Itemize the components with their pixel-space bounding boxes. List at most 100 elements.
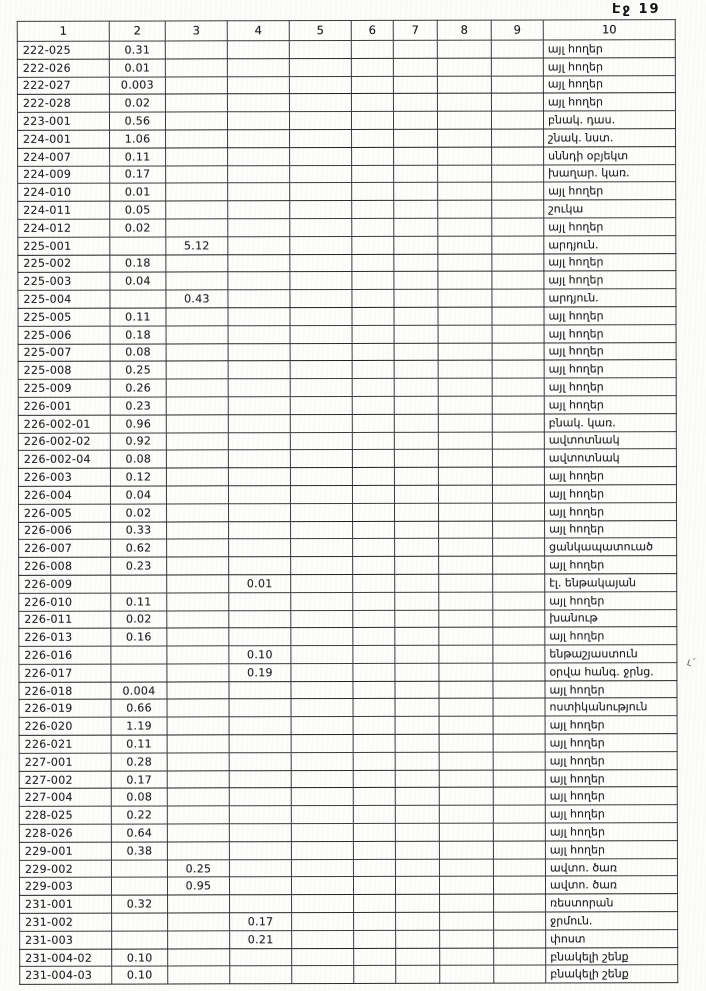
cell-empty-col5 — [291, 948, 354, 967]
cell-empty-col5 — [291, 912, 354, 931]
cell-empty-col9 — [493, 698, 546, 717]
cell-value-col3 — [167, 770, 230, 789]
cell-empty-col9 — [491, 57, 544, 76]
cell-empty-col8 — [437, 75, 492, 94]
cell-empty-col7 — [394, 680, 440, 699]
cell-empty-col7 — [393, 200, 438, 219]
cell-parcel-code: 226-001 — [18, 397, 111, 416]
table-row: 226-007 0.62 ցանկապատուած — [18, 537, 677, 558]
cell-empty-col8 — [437, 253, 492, 272]
cell-empty-col6 — [352, 663, 395, 682]
cell-empty-col7 — [393, 93, 438, 112]
cell-empty-col8 — [438, 520, 493, 539]
cell-empty-col9 — [493, 929, 546, 948]
cell-empty-col5 — [291, 930, 354, 949]
column-header-1: 1 — [17, 21, 110, 42]
cell-empty-col9 — [491, 128, 544, 147]
cell-value-col3 — [165, 254, 228, 273]
cell-empty-col9 — [493, 947, 546, 966]
cell-empty-col5 — [291, 698, 354, 717]
cell-parcel-code: 225-004 — [17, 290, 110, 309]
cell-empty-col7 — [394, 538, 439, 557]
cell-value-col4 — [227, 289, 290, 308]
cell-value-col2 — [109, 236, 166, 255]
cell-value-col2: 0.003 — [109, 76, 166, 95]
cell-value-col2: 0.18 — [109, 254, 166, 273]
cell-parcel-code: 226-008 — [18, 557, 111, 576]
cell-value-col4 — [228, 343, 291, 362]
cell-empty-col8 — [439, 823, 494, 842]
cell-empty-col9 — [491, 217, 544, 236]
cell-empty-col5 — [290, 325, 353, 344]
cell-empty-col8 — [438, 467, 493, 486]
cell-landuse: այլ հողեր — [545, 715, 678, 735]
cell-value-col4 — [227, 111, 290, 130]
cell-empty-col9 — [492, 395, 545, 414]
cell-empty-col8 — [437, 307, 493, 326]
cell-empty-col7 — [395, 965, 440, 984]
cell-parcel-code: 222-025 — [17, 41, 110, 60]
cell-empty-col8 — [438, 324, 493, 343]
cell-empty-col9 — [492, 591, 545, 610]
cell-value-col3 — [165, 183, 228, 202]
cell-empty-col8 — [439, 751, 494, 770]
cell-empty-col9 — [492, 556, 545, 575]
cell-empty-col6 — [351, 236, 394, 255]
cell-empty-col8 — [437, 218, 492, 237]
cell-empty-col6 — [351, 182, 394, 201]
table-row: 226-002-01 0.96 բնակ. կառ. — [18, 413, 677, 433]
cell-empty-col8 — [438, 360, 493, 379]
cell-empty-col9 — [492, 467, 545, 486]
cell-empty-col6 — [353, 841, 396, 860]
cell-value-col3 — [166, 556, 229, 575]
cell-empty-col5 — [290, 414, 353, 433]
cell-empty-col5 — [289, 147, 352, 166]
cell-empty-col5 — [289, 289, 352, 308]
cell-parcel-code: 222-027 — [17, 76, 110, 95]
cell-value-col2: 0.25 — [110, 361, 167, 380]
cell-value-col2: 0.18 — [110, 325, 167, 344]
cell-parcel-code: 229-002 — [19, 859, 112, 878]
cell-empty-col6 — [352, 592, 395, 610]
cell-value-col4: 0.17 — [229, 912, 292, 931]
cell-empty-col7 — [395, 823, 440, 842]
cell-value-col2: 0.22 — [111, 806, 168, 825]
cell-empty-col6 — [352, 485, 395, 504]
cell-empty-col8 — [437, 129, 492, 148]
cell-landuse: այլ հողեր — [543, 270, 676, 290]
table-row: 222-027 0.003 այլ հողեր — [17, 75, 676, 95]
cell-empty-col9 — [491, 289, 544, 308]
cell-value-col4 — [229, 823, 292, 842]
table-row: 226-019 0.66 ոստիկանություն — [19, 698, 678, 718]
table-row: 231-002 0.17 ջրմուն. — [19, 911, 678, 932]
cell-value-col2: 0.004 — [110, 681, 168, 700]
table-row: 224-011 0.05 շուկա — [17, 199, 676, 220]
table-row: 224-012 0.02 այլ հողեր — [17, 217, 676, 238]
cell-parcel-code: 226-002-02 — [18, 432, 111, 451]
cell-value-col4 — [227, 183, 290, 201]
cell-empty-col9 — [492, 627, 545, 646]
cell-empty-col9 — [492, 449, 545, 468]
cell-value-col2: 0.10 — [111, 966, 168, 985]
cell-landuse: այլ հողեր — [544, 626, 677, 646]
table-row: 225-003 0.04 այլ հողեր — [17, 270, 676, 291]
cell-landuse: շնակ. նստ. — [543, 128, 676, 147]
cell-empty-col8 — [439, 698, 494, 717]
cell-empty-col6 — [353, 805, 396, 824]
cell-parcel-code: 225-007 — [18, 343, 111, 362]
cell-empty-col5 — [290, 343, 353, 361]
cell-landuse: այլ հողեր — [545, 733, 678, 752]
cell-value-col4 — [227, 307, 291, 326]
cell-value-col4 — [228, 449, 291, 468]
cell-empty-col9 — [493, 787, 546, 806]
cell-empty-col7 — [394, 342, 439, 361]
cell-empty-col9 — [492, 573, 545, 592]
cell-empty-col9 — [491, 164, 544, 183]
cell-empty-col5 — [290, 396, 353, 415]
cell-empty-col6 — [351, 75, 394, 94]
table-row: 226-006 0.33 այլ հողեր — [18, 520, 677, 540]
cell-empty-col9 — [493, 894, 546, 913]
cell-empty-col5 — [289, 218, 352, 237]
cell-value-col4 — [229, 841, 292, 860]
cell-parcel-code: 231-004-02 — [19, 948, 112, 967]
